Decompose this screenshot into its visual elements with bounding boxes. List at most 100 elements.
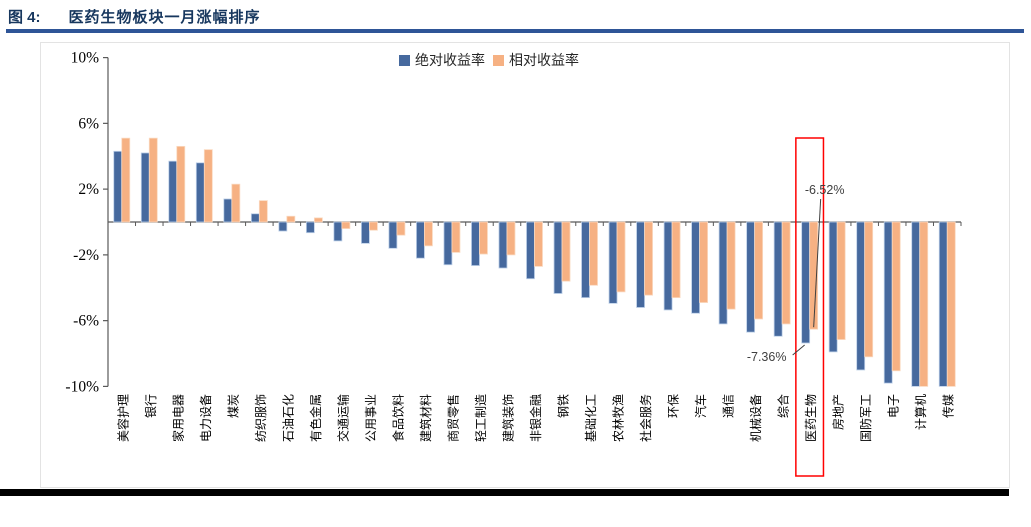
bar-absolute-电子 [883, 221, 893, 384]
category-label-房地产: 房地产 [831, 394, 846, 430]
annotation-leader-line [813, 198, 822, 328]
category-label-医药生物: 医药生物 [804, 394, 818, 442]
y-axis-tick-label: -2% [73, 247, 99, 264]
category-label-美容护理: 美容护理 [115, 394, 130, 442]
title-rule [6, 29, 1024, 33]
bar-relative-非银金融 [534, 221, 543, 267]
category-label-交通运输: 交通运输 [335, 394, 350, 442]
bar-relative-汽车 [699, 221, 708, 303]
bar-relative-综合 [781, 221, 791, 325]
bar-relative-通信 [726, 221, 736, 310]
legend-swatch-absolute [399, 55, 410, 66]
y-axis-tick-label: -6% [73, 313, 99, 330]
category-label-农林牧渔: 农林牧渔 [612, 394, 626, 442]
bar-absolute-传媒 [938, 221, 948, 387]
bar-absolute-建筑材料 [416, 221, 425, 259]
bar-absolute-商贸零售 [443, 221, 453, 266]
bar-relative-社会服务 [644, 221, 653, 296]
bar-relative-钢铁 [561, 221, 571, 282]
bar-relative-基础化工 [589, 221, 598, 286]
category-label-电力设备: 电力设备 [199, 394, 213, 442]
bar-absolute-农林牧渔 [608, 221, 618, 304]
bar-relative-环保 [671, 221, 681, 299]
bar-absolute-医药生物 [801, 221, 811, 344]
category-label-基础化工: 基础化工 [584, 394, 598, 442]
category-label-公用事业: 公用事业 [364, 394, 378, 442]
category-label-纺织服饰: 纺织服饰 [254, 394, 268, 442]
category-label-建筑材料: 建筑材料 [418, 394, 433, 442]
bar-relative-交通运输 [341, 221, 351, 229]
bar-relative-有色金属 [313, 217, 323, 223]
category-label-煤炭: 煤炭 [226, 394, 240, 418]
bar-relative-农林牧渔 [616, 221, 626, 293]
bar-absolute-社会服务 [636, 221, 645, 308]
annotation-relative-value: -6.52% [805, 183, 845, 197]
highlight-box [795, 137, 825, 477]
category-label-传媒: 传媒 [941, 394, 956, 418]
bar-relative-石油石化 [286, 215, 296, 223]
category-label-计算机: 计算机 [913, 394, 928, 430]
figure-label: 图 4: [8, 9, 41, 26]
bar-absolute-通信 [718, 221, 728, 325]
category-label-通信: 通信 [722, 394, 736, 418]
category-label-轻工制造: 轻工制造 [474, 394, 488, 442]
legend-swatch-relative [493, 55, 504, 66]
bar-relative-银行 [148, 137, 158, 223]
bar-absolute-美容护理 [113, 150, 123, 223]
bar-absolute-交通运输 [333, 221, 343, 242]
bar-absolute-汽车 [691, 221, 700, 314]
bar-relative-电子 [891, 221, 901, 372]
category-label-有色金属: 有色金属 [308, 394, 323, 442]
bar-relative-机械设备 [754, 221, 764, 320]
figure-title: 医药生物板块一月涨幅排序 [68, 9, 261, 26]
bar-relative-国防军工 [864, 221, 874, 358]
bar-absolute-环保 [663, 221, 673, 311]
bar-absolute-计算机 [911, 221, 921, 387]
legend-label-absolute: 绝对收益率 [415, 52, 485, 68]
category-label-综合: 综合 [776, 394, 791, 418]
y-axis-tick-label: 6% [78, 115, 99, 132]
y-axis-tick-label: -10% [65, 378, 99, 395]
bar-relative-建筑材料 [424, 221, 433, 247]
bar-relative-传媒 [946, 221, 956, 387]
bar-absolute-银行 [140, 152, 150, 223]
bar-absolute-轻工制造 [471, 221, 480, 266]
bar-chart: 10% 6% 2% -2% -6% -10% 美容护理 银行 家用电器 电力设备 煤炭 纺织服饰 石油石… [65, 50, 962, 477]
category-label-国防军工: 国防军工 [858, 394, 873, 442]
bar-absolute-基础化工 [581, 221, 590, 299]
bar-absolute-有色金属 [305, 221, 315, 234]
legend-label-relative: 相对收益率 [509, 52, 579, 68]
bar-absolute-钢铁 [553, 221, 563, 294]
category-label-商贸零售: 商贸零售 [445, 394, 460, 442]
category-label-社会服务: 社会服务 [638, 394, 653, 442]
annotation-absolute-value: -7.36% [747, 350, 787, 364]
y-axis-tick-label: 2% [78, 181, 99, 198]
bar-relative-食品饮料 [396, 221, 406, 236]
category-label-电子: 电子 [887, 394, 901, 418]
bar-relative-煤炭 [231, 183, 241, 223]
bar-absolute-煤炭 [223, 198, 233, 223]
category-label-汽车: 汽车 [693, 394, 708, 418]
bar-relative-房地产 [836, 221, 846, 340]
y-axis-tick-label: 10% [71, 50, 100, 67]
bar-relative-建筑装饰 [506, 221, 516, 256]
bar-relative-轻工制造 [479, 221, 488, 255]
bar-relative-公用事业 [369, 221, 378, 231]
footer-rule [0, 489, 1009, 496]
bar-absolute-机械设备 [746, 221, 756, 333]
bar-absolute-家用电器 [168, 160, 178, 223]
bar-absolute-综合 [773, 221, 783, 337]
bar-relative-计算机 [919, 221, 929, 387]
bar-absolute-房地产 [828, 221, 838, 353]
figure-header: 图 4: 医药生物板块一月涨幅排序 [8, 6, 261, 27]
category-label-环保: 环保 [667, 394, 681, 418]
bar-absolute-建筑装饰 [498, 221, 508, 269]
category-label-家用电器: 家用电器 [170, 394, 185, 442]
category-label-非银金融: 非银金融 [528, 394, 543, 442]
category-label-钢铁: 钢铁 [557, 394, 571, 418]
bar-absolute-纺织服饰 [250, 213, 260, 223]
bar-absolute-公用事业 [361, 221, 370, 244]
category-label-石油石化: 石油石化 [281, 394, 295, 442]
bar-relative-美容护理 [121, 137, 131, 223]
